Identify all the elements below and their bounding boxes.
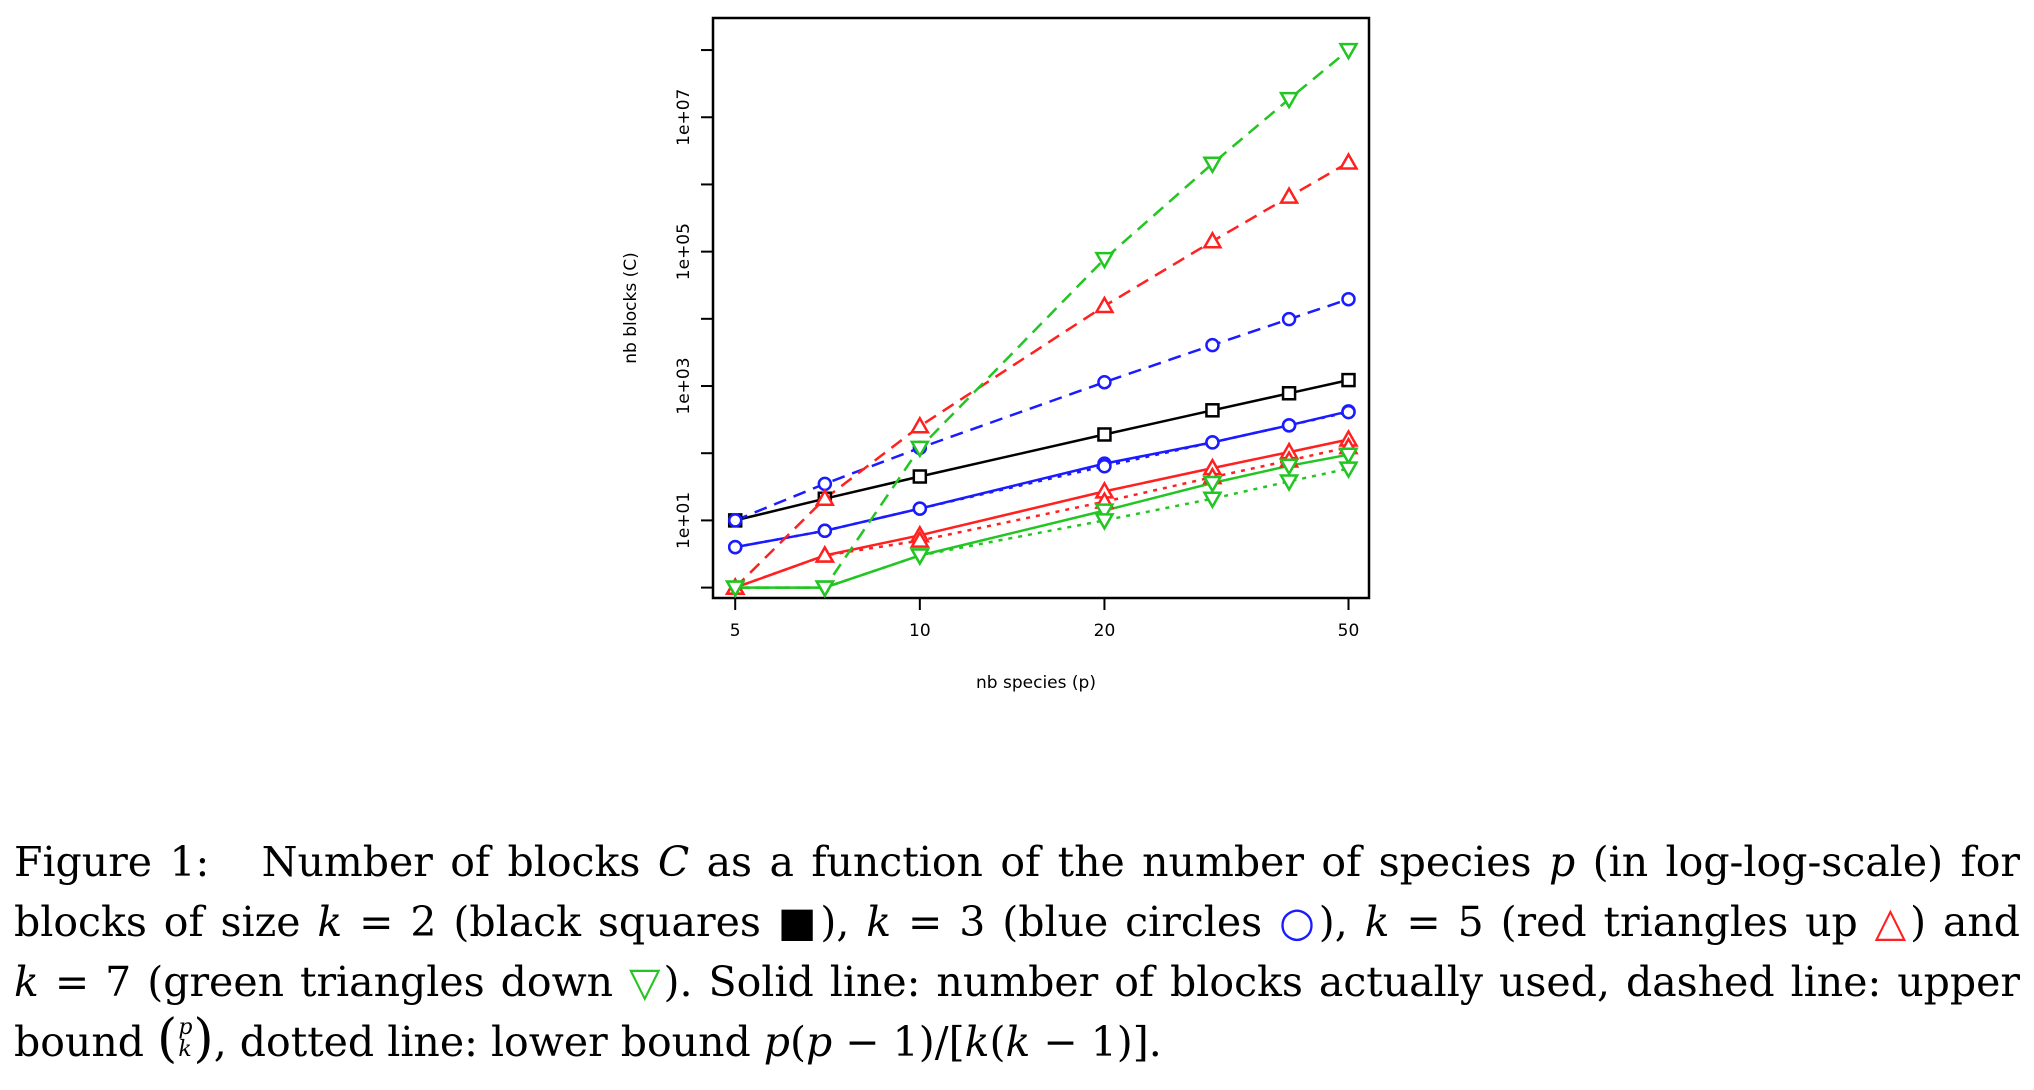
y-tick-label: 1e+07 — [674, 89, 694, 146]
x-tick-label: 10 — [909, 621, 931, 641]
caption-line-4: bound (p k), dotted line: lower bound p(p… — [14, 1009, 1162, 1069]
point-k5-dashed — [1202, 230, 1223, 249]
point-k3-dashed — [1281, 311, 1297, 327]
point-k5-dashed — [814, 488, 835, 506]
point-k3-dashed — [1341, 291, 1356, 307]
caption-label: Figure 1: — [14, 838, 210, 886]
point-k3-dashed — [817, 476, 833, 492]
point-k7-dotted — [814, 580, 835, 599]
x-axis-title: nb species (p) — [976, 673, 1096, 693]
binom-bottom: k — [178, 1037, 192, 1062]
x-tick-label: 50 — [1338, 621, 1360, 641]
y-tick-label: 1e+01 — [674, 492, 694, 549]
point-k2-solid — [1281, 386, 1297, 401]
point-k5-dashed — [1278, 186, 1300, 204]
point-k3-dotted — [727, 539, 743, 555]
point-k7-dotted — [1094, 513, 1115, 531]
y-tick-label: 1e+03 — [674, 357, 694, 414]
point-k3-dashed — [1205, 337, 1220, 353]
point-k3-dotted — [912, 501, 928, 516]
point-k7-dotted — [909, 548, 930, 567]
caption-line-3: k = 7 (green triangles down ▽). Solid li… — [14, 958, 2021, 1006]
point-k7-solid — [1094, 503, 1115, 522]
point-k5-dashed — [1094, 295, 1115, 314]
point-k5-dashed — [909, 415, 930, 434]
point-k7-dotted — [1202, 491, 1223, 510]
point-k7-dashed — [909, 440, 930, 459]
point-k7-dotted — [725, 580, 746, 599]
series-points — [725, 42, 1359, 599]
binom-top: p — [178, 1015, 193, 1040]
series-lines — [734, 49, 1350, 589]
caption-line-2: blocks of size k = 2 (black squares ■), … — [14, 898, 2021, 946]
point-k3-dotted — [817, 523, 833, 539]
y-axis-title: nb blocks (C) — [621, 252, 641, 363]
point-k3-dashed — [727, 513, 743, 528]
point-k7-dotted — [1278, 474, 1300, 492]
point-k7-dashed — [1094, 251, 1115, 270]
point-k2-solid — [1097, 427, 1112, 442]
point-k3-dashed — [1097, 374, 1112, 390]
point-k7-solid — [1278, 458, 1300, 477]
y-axis: 1e+01 1e+03 1e+05 1e+07 — [674, 49, 713, 589]
caption-line-1: Figure 1: Number of blocks C as a functi… — [14, 838, 2020, 886]
series-line-k5-solid — [734, 438, 1349, 589]
chart: 5 10 20 50 1e+01 1e+03 1e+05 1e+07 nb species … — [621, 16, 1371, 693]
point-k5-dashed — [1338, 152, 1359, 170]
point-k3-dotted — [1205, 435, 1220, 450]
point-k3-dotted — [1341, 404, 1356, 420]
x-tick-label: 20 — [1094, 621, 1116, 641]
plot-frame — [711, 16, 1371, 600]
point-k7-dashed — [1278, 91, 1300, 110]
point-k7-solid — [1202, 475, 1223, 494]
point-k7-dotted — [1338, 461, 1359, 480]
point-k2-solid — [1341, 372, 1356, 388]
point-k7-dashed — [1202, 156, 1223, 175]
point-k5-dotted — [909, 530, 930, 548]
series-line-k5-dashed — [734, 161, 1350, 589]
point-k3-dotted — [1097, 458, 1112, 474]
square-symbol: ■ — [777, 898, 821, 946]
binomial-coefficient: (p k) — [157, 1009, 214, 1069]
point-k3-dotted — [1281, 418, 1297, 433]
series-line-k5-dotted — [734, 445, 1349, 589]
figure-caption: Figure 1: Number of blocks C as a functi… — [14, 832, 2020, 1072]
series-line-k7-solid — [735, 453, 1349, 589]
y-tick-label: 1e+05 — [674, 223, 694, 280]
point-k7-dashed — [1338, 42, 1359, 61]
x-axis: 5 10 20 50 — [730, 598, 1360, 641]
triangle-down-symbol: ▽ — [629, 958, 664, 1006]
point-k5-dotted — [814, 545, 835, 563]
point-k2-solid — [1205, 403, 1220, 418]
point-k7-solid — [1338, 447, 1359, 466]
point-k2-solid — [912, 469, 928, 484]
x-tick-label: 5 — [730, 621, 741, 641]
triangle-up-symbol: △ — [1874, 898, 1911, 946]
circle-symbol: ○ — [1279, 898, 1319, 946]
